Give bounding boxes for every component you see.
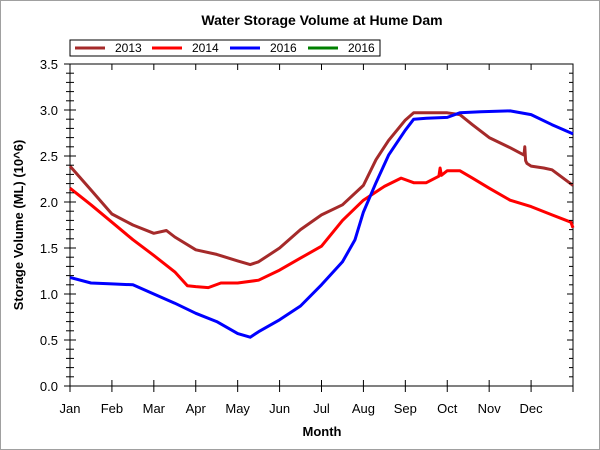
y-tick-label: 2.5 — [40, 149, 58, 164]
x-axis-label: Month — [303, 424, 342, 439]
x-tick-label: Jul — [313, 401, 330, 416]
y-tick-label: 0.0 — [40, 379, 58, 394]
x-tick-label: Dec — [520, 401, 544, 416]
chart-title: Water Storage Volume at Hume Dam — [201, 12, 442, 28]
legend-box — [69, 39, 381, 57]
x-tick-label: Mar — [143, 401, 166, 416]
y-tick-label: 3.0 — [40, 103, 58, 118]
y-axis-label: Storage Volume (ML) (10^6) — [11, 140, 26, 311]
series-layer — [68, 109, 575, 339]
y-tick-label: 1.5 — [40, 241, 58, 256]
plot-border — [69, 63, 574, 387]
axes-layer: 0.0 0.5 1.0 1.5 2.0 2.5 3.0 3.5 Jan Feb Mar Apr May J… — [40, 57, 574, 416]
series-line-2013-0 — [68, 111, 574, 267]
y-tick-label: 1.0 — [40, 287, 58, 302]
x-tick-label: Apr — [186, 401, 207, 416]
y-tick-label: 0.5 — [40, 333, 58, 348]
plot-area — [69, 63, 574, 387]
legend-label: 2013 — [115, 41, 142, 55]
x-tick-label: Jan — [60, 401, 81, 416]
x-tick-label: May — [225, 401, 250, 416]
x-tick-label: Nov — [478, 401, 502, 416]
legend: 2013 2014 2016 2016 — [69, 39, 381, 57]
legend-label: 2014 — [192, 41, 219, 55]
series-line-2014-1 — [69, 166, 575, 290]
x-tick-label: Sep — [394, 401, 417, 416]
x-tick-label: Jun — [269, 401, 290, 416]
series-line-2016-2 — [69, 109, 574, 339]
x-tick-label: Oct — [437, 401, 458, 416]
y-tick-label: 3.5 — [40, 57, 58, 72]
x-tick-label: Aug — [352, 401, 375, 416]
legend-label: 2016 — [348, 41, 375, 55]
x-tick-label: Feb — [101, 401, 123, 416]
y-tick-label: 2.0 — [40, 195, 58, 210]
legend-label: 2016 — [270, 41, 297, 55]
